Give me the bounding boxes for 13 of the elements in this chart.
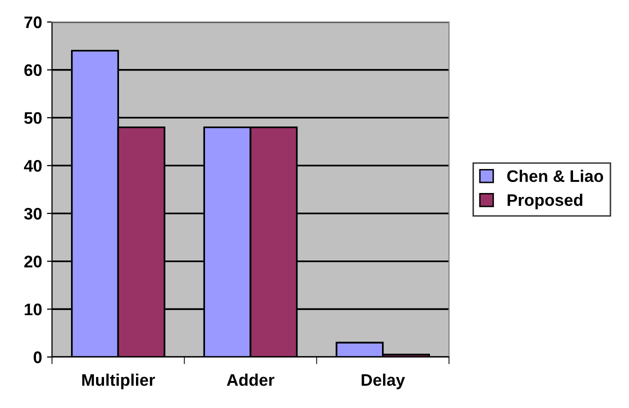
x-tick-label: Multiplier [82, 374, 155, 390]
y-tick-label: 20 [24, 256, 42, 268]
y-tick-label: 40 [24, 160, 42, 172]
y-tick-label: 0 [34, 351, 42, 364]
legend-label: Chen & Liao [507, 170, 604, 182]
y-tick-label: 30 [24, 208, 42, 220]
legend-label: Proposed [508, 194, 582, 210]
y-tick-label: 50 [24, 112, 42, 124]
y-tick-label: 70 [24, 16, 42, 28]
x-tick-label: Delay [362, 374, 405, 390]
x-tick-label: Adder [226, 374, 274, 386]
y-tick-label: 60 [24, 64, 42, 76]
y-tick-label: 10 [24, 304, 42, 316]
